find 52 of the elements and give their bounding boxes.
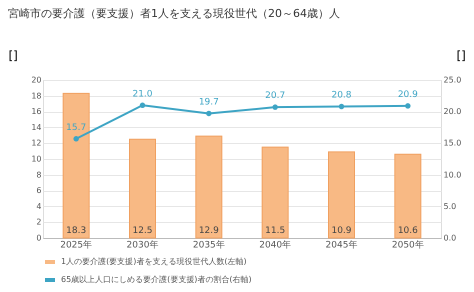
data-label: 18.3 <box>66 226 86 236</box>
y2-tick-label: 20.0 <box>444 107 462 116</box>
data-label: 19.7 <box>198 97 219 108</box>
point <box>338 104 344 110</box>
y2-tick-label: 5.0 <box>444 202 456 211</box>
bar <box>62 92 90 238</box>
x-tick-label: 2030年 <box>126 240 158 250</box>
x-tick-label: 2025年 <box>60 240 92 250</box>
y-tick-label: 14 <box>31 122 42 132</box>
point <box>73 136 79 142</box>
data-label: 10.6 <box>398 226 418 236</box>
data-label: 11.5 <box>265 226 286 236</box>
data-label: 12.9 <box>198 226 220 236</box>
y-tick-label: 16 <box>31 107 42 116</box>
point <box>140 102 146 108</box>
point <box>272 104 278 110</box>
y-tick-label: 10 <box>31 154 42 164</box>
y2-axis-title: [] <box>456 48 466 62</box>
y-tick-label: 18 <box>31 91 42 100</box>
y-tick-label: 2 <box>36 218 42 227</box>
y-tick-label: 4 <box>36 202 42 211</box>
legend-label: 65歳以上人口にしめる要介護(要支援)者の割合(右軸) <box>61 275 252 284</box>
data-label: 20.7 <box>265 91 286 102</box>
legend-label: 1人の要介護(要支援)者を支える現役世代人数(左軸) <box>61 257 247 266</box>
data-label: 21.0 <box>132 89 153 100</box>
data-label: 10.9 <box>331 226 352 236</box>
x-tick-label: 2040年 <box>259 240 292 250</box>
y2-tick-label: 15.0 <box>444 138 462 148</box>
y-tick-label: 20 <box>31 76 42 84</box>
bar <box>394 154 422 238</box>
x-tick-label: 2035年 <box>192 240 225 250</box>
data-label: 20.8 <box>331 90 352 101</box>
y-tick-label: 12 <box>31 138 42 148</box>
y2-tick-label: 10.0 <box>444 170 462 180</box>
x-tick-label: 2045年 <box>326 240 358 250</box>
y-tick-label: 8 <box>36 170 42 180</box>
data-label: 12.5 <box>132 226 153 236</box>
x-tick-label: 2050年 <box>392 240 424 250</box>
point <box>206 110 212 116</box>
point <box>405 103 411 109</box>
y2-tick-label: 0.0 <box>444 234 456 242</box>
y-axis-title: [] <box>8 48 18 62</box>
bar <box>262 146 289 238</box>
bar <box>328 151 355 238</box>
bar <box>195 136 222 238</box>
data-label: 20.9 <box>398 90 418 100</box>
y-tick-label: 0 <box>36 234 42 242</box>
data-label: 15.7 <box>66 122 86 133</box>
y2-tick-label: 25.0 <box>444 76 462 84</box>
bar <box>129 138 156 238</box>
y-tick-label: 6 <box>36 186 42 196</box>
chart-title: 宮崎市の要介護（要支援）者1人を支える現役世代（20～64歳）人 <box>8 7 340 20</box>
